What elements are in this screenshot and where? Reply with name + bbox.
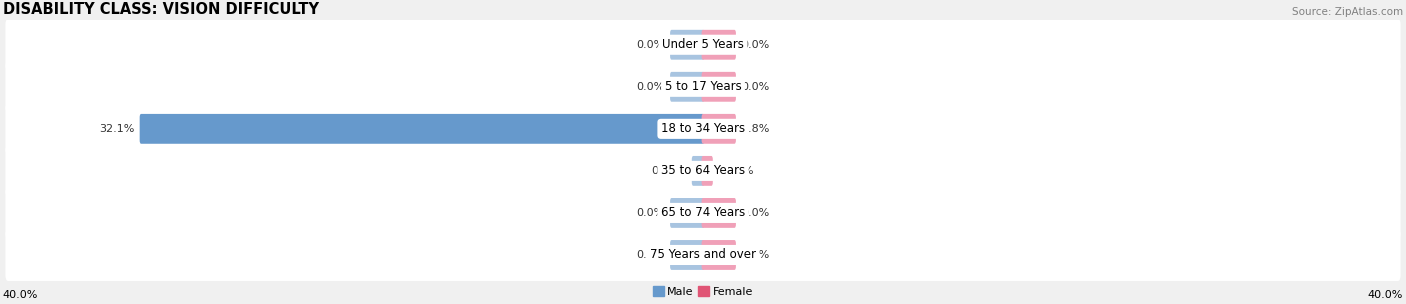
FancyBboxPatch shape [692,156,704,186]
Text: 32.1%: 32.1% [98,124,134,134]
FancyBboxPatch shape [6,103,1400,155]
Text: 18 to 34 Years: 18 to 34 Years [661,122,745,135]
FancyBboxPatch shape [702,198,735,228]
Text: DISABILITY CLASS: VISION DIFFICULTY: DISABILITY CLASS: VISION DIFFICULTY [3,2,319,17]
Text: 0.0%: 0.0% [741,82,769,92]
Text: 0.0%: 0.0% [741,250,769,260]
FancyBboxPatch shape [6,61,1400,113]
Text: 35 to 64 Years: 35 to 64 Years [661,164,745,178]
FancyBboxPatch shape [702,30,735,60]
FancyBboxPatch shape [6,187,1400,239]
FancyBboxPatch shape [671,240,704,270]
Text: 0.0%: 0.0% [637,40,665,50]
Text: 1.8%: 1.8% [741,124,770,134]
Text: 0.0%: 0.0% [637,82,665,92]
FancyBboxPatch shape [139,114,704,144]
Text: 0.0%: 0.0% [741,40,769,50]
Text: Under 5 Years: Under 5 Years [662,38,744,51]
Text: 0.48%: 0.48% [718,166,754,176]
FancyBboxPatch shape [702,114,735,144]
FancyBboxPatch shape [702,240,735,270]
FancyBboxPatch shape [6,229,1400,281]
Text: 0.0%: 0.0% [637,208,665,218]
Text: 65 to 74 Years: 65 to 74 Years [661,206,745,219]
FancyBboxPatch shape [671,198,704,228]
Text: 0.0%: 0.0% [741,208,769,218]
Text: 40.0%: 40.0% [1368,290,1403,300]
Text: 75 Years and over: 75 Years and over [650,248,756,261]
FancyBboxPatch shape [671,72,704,102]
Text: 0.0%: 0.0% [637,250,665,260]
Text: Source: ZipAtlas.com: Source: ZipAtlas.com [1292,7,1403,17]
Text: 40.0%: 40.0% [3,290,38,300]
FancyBboxPatch shape [6,145,1400,197]
FancyBboxPatch shape [702,156,713,186]
FancyBboxPatch shape [6,19,1400,71]
FancyBboxPatch shape [702,72,735,102]
Text: 5 to 17 Years: 5 to 17 Years [665,80,741,93]
Legend: Male, Female: Male, Female [648,282,758,301]
Text: 0.56%: 0.56% [651,166,686,176]
FancyBboxPatch shape [671,30,704,60]
